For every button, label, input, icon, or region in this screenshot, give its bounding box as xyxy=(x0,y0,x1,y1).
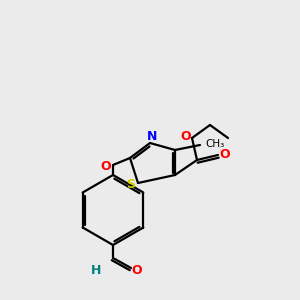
Text: H: H xyxy=(91,263,101,277)
Text: CH₃: CH₃ xyxy=(205,139,224,149)
Text: O: O xyxy=(181,130,191,142)
Text: O: O xyxy=(220,148,230,161)
Text: O: O xyxy=(132,263,142,277)
Text: O: O xyxy=(101,160,111,172)
Text: S: S xyxy=(127,178,136,190)
Text: N: N xyxy=(147,130,157,143)
